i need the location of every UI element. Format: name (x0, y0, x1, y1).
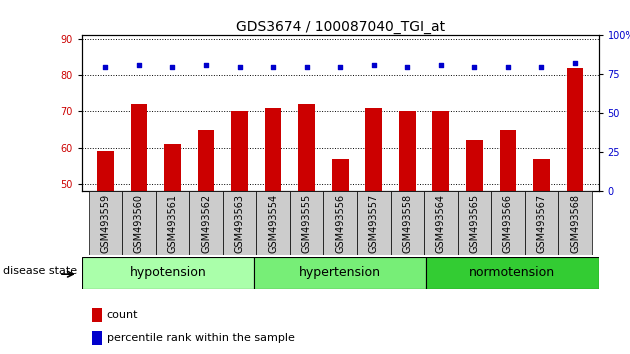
Bar (82, 257, 254, 289)
Bar (92, 308, 101, 322)
Bar (89, 191, 122, 255)
Text: normotension: normotension (469, 266, 556, 279)
Bar (491, 191, 525, 255)
Bar (427, 257, 598, 289)
Bar (256, 191, 290, 255)
Point (402, 64, 412, 69)
Text: GSM493561: GSM493561 (168, 194, 178, 252)
Bar (558, 191, 592, 255)
Bar (525, 191, 558, 255)
Point (335, 64, 345, 69)
Bar (198, 130, 214, 191)
Bar (298, 104, 315, 191)
Text: GSM493560: GSM493560 (134, 194, 144, 252)
Title: GDS3674 / 100087040_TGI_at: GDS3674 / 100087040_TGI_at (236, 21, 445, 34)
Text: hypotension: hypotension (130, 266, 207, 279)
Bar (466, 141, 483, 191)
Bar (130, 104, 147, 191)
Text: disease state: disease state (3, 266, 77, 276)
Bar (399, 112, 416, 191)
Bar (265, 108, 282, 191)
Bar (189, 191, 223, 255)
Bar (566, 68, 583, 191)
Text: GSM493557: GSM493557 (369, 193, 379, 253)
Bar (500, 130, 517, 191)
Text: count: count (106, 310, 138, 320)
Text: GSM493567: GSM493567 (537, 193, 546, 253)
Bar (223, 191, 256, 255)
Bar (97, 151, 114, 191)
Bar (156, 191, 189, 255)
Point (100, 64, 110, 69)
Bar (533, 159, 550, 191)
Text: GSM493562: GSM493562 (201, 193, 211, 253)
Text: GSM493556: GSM493556 (335, 193, 345, 253)
Text: percentile rank within the sample: percentile rank within the sample (106, 332, 295, 343)
Text: GSM493563: GSM493563 (234, 194, 244, 252)
Point (302, 64, 312, 69)
Point (201, 62, 211, 68)
Text: GSM493555: GSM493555 (302, 193, 312, 253)
Text: GSM493564: GSM493564 (436, 194, 446, 252)
Bar (457, 191, 491, 255)
Point (570, 61, 580, 66)
Bar (365, 108, 382, 191)
Point (503, 64, 513, 69)
Text: GSM493568: GSM493568 (570, 194, 580, 252)
Bar (391, 191, 424, 255)
Bar (254, 257, 427, 289)
Text: hypertension: hypertension (299, 266, 381, 279)
Bar (290, 191, 323, 255)
Point (469, 64, 479, 69)
Point (369, 62, 379, 68)
Bar (92, 331, 101, 344)
Point (436, 62, 446, 68)
Bar (432, 112, 449, 191)
Bar (323, 191, 357, 255)
Text: GSM493554: GSM493554 (268, 193, 278, 253)
Point (168, 64, 178, 69)
Bar (332, 159, 348, 191)
Text: GSM493565: GSM493565 (469, 193, 479, 253)
Point (536, 64, 546, 69)
Text: GSM493566: GSM493566 (503, 194, 513, 252)
Point (268, 64, 278, 69)
Bar (164, 144, 181, 191)
Text: GSM493559: GSM493559 (100, 193, 110, 253)
Point (234, 64, 244, 69)
Text: GSM493558: GSM493558 (403, 193, 412, 253)
Bar (231, 112, 248, 191)
Bar (122, 191, 156, 255)
Bar (424, 191, 457, 255)
Bar (357, 191, 391, 255)
Point (134, 62, 144, 68)
